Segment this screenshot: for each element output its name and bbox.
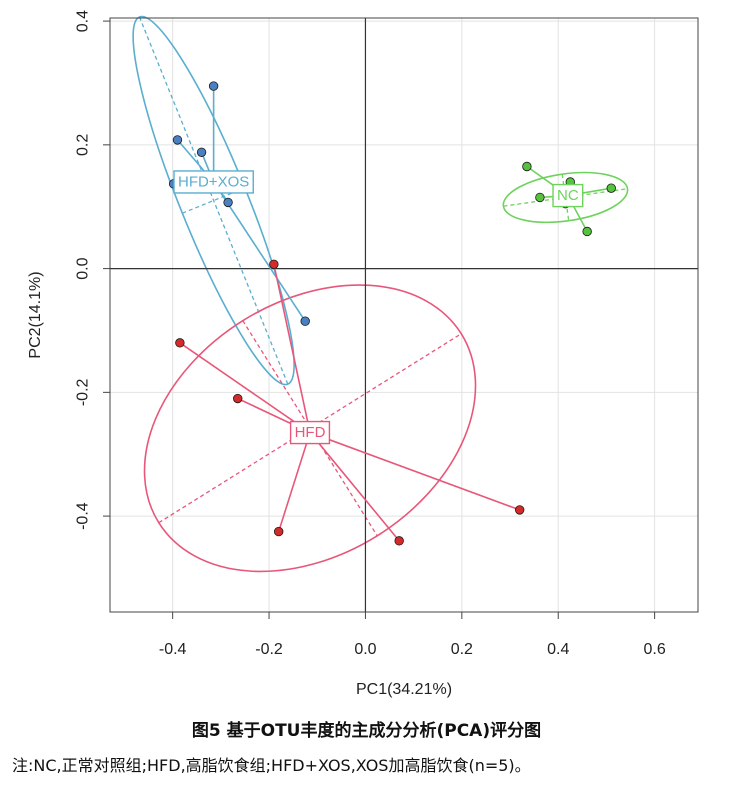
point-hfd-xos bbox=[196, 147, 207, 157]
point-hfd-xos bbox=[172, 135, 183, 145]
y-tick-label: 0.2 bbox=[75, 134, 92, 156]
point-nc bbox=[522, 161, 532, 172]
point-nc bbox=[606, 183, 616, 193]
reference-lines bbox=[110, 18, 698, 612]
group-label-box-hfd bbox=[289, 420, 331, 445]
point-hfd bbox=[233, 393, 243, 404]
x-tick-label: 0.4 bbox=[547, 641, 569, 658]
figure-note: 注:NC,正常对照组;HFD,高脂饮食组;HFD+XOS,XOS加高脂饮食(n=… bbox=[12, 756, 531, 775]
group-label-text-hfd: HFD bbox=[295, 424, 326, 441]
x-tick-label: 0.2 bbox=[451, 641, 473, 658]
group-labels: HFD+XOS NC HFD bbox=[173, 170, 584, 445]
point-hfd bbox=[273, 526, 284, 537]
group-label-box-hfd-xos bbox=[173, 170, 254, 194]
point-hfd bbox=[514, 505, 525, 515]
point-hfd-xos bbox=[208, 81, 219, 91]
point-hfd bbox=[269, 259, 279, 269]
x-tick-label: -0.4 bbox=[159, 641, 187, 658]
ellipse-axis-minor-hfd-xos bbox=[138, 16, 289, 385]
data-points bbox=[168, 81, 616, 546]
x-tick-label: 0.6 bbox=[643, 641, 665, 658]
ellipse-group-hfd-xos bbox=[132, 15, 295, 386]
point-hfd bbox=[175, 338, 185, 348]
point-nc bbox=[582, 226, 592, 237]
y-tick-label: -0.4 bbox=[75, 502, 92, 530]
x-axis-title: PC1(34.21%) bbox=[356, 681, 452, 698]
group-label-text-hfd-xos: HFD+XOS bbox=[178, 173, 249, 190]
y-tick-label: -0.2 bbox=[75, 378, 92, 406]
y-axis-title: PC2(14.1%) bbox=[27, 271, 44, 358]
point-hfd-xos bbox=[223, 197, 233, 208]
label-hfd-xos: HFD+XOS bbox=[173, 170, 254, 194]
plot-frame bbox=[109, 17, 699, 613]
group-label-text-nc: NC bbox=[557, 187, 579, 204]
point-hfd-xos bbox=[300, 316, 310, 326]
y-tick-label: 0.4 bbox=[75, 10, 92, 32]
spoke-hfd bbox=[273, 264, 311, 433]
x-tick-label: 0.0 bbox=[354, 641, 376, 658]
label-hfd: HFD bbox=[289, 420, 331, 445]
spoke-hfd bbox=[309, 431, 520, 511]
point-nc bbox=[535, 192, 545, 203]
group-label-box-nc bbox=[552, 183, 584, 208]
label-nc: NC bbox=[552, 183, 584, 208]
axis-ticks: -0.4 -0.2 0.0 0.2 0.4 0.6 -0.4 -0.2 0.0 0.2 0.4 bbox=[75, 10, 666, 658]
spoke-hfd bbox=[277, 432, 311, 532]
y-tick-label: 0.0 bbox=[75, 257, 92, 279]
figure-caption: 图5 基于OTU丰度的主成分分析(PCA)评分图 bbox=[191, 721, 542, 741]
spoke-hfd bbox=[309, 432, 400, 542]
grid-lines bbox=[110, 18, 698, 612]
spoke-hfd bbox=[179, 342, 311, 434]
x-tick-label: -0.2 bbox=[255, 641, 283, 658]
point-hfd bbox=[394, 536, 404, 546]
